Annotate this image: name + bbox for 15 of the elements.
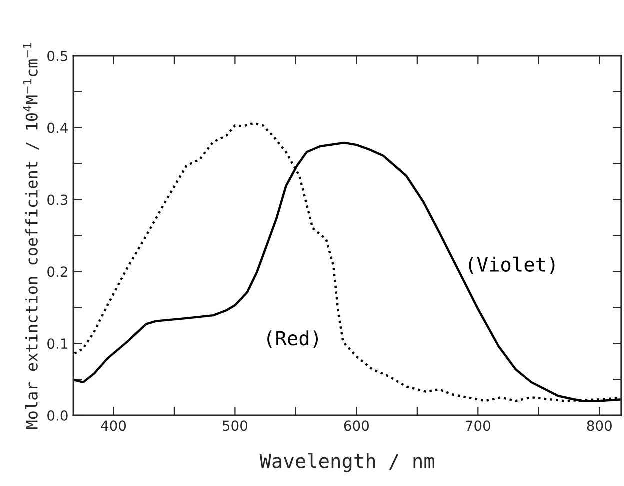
y-tick-label: 0.4 — [48, 122, 68, 134]
x-tick-label: 500 — [223, 420, 248, 432]
y-tick-label: 0.5 — [48, 50, 68, 62]
x-tick-label: 800 — [587, 420, 612, 432]
y-tick-label: 0.1 — [48, 338, 68, 350]
y-tick-label: 0.3 — [48, 194, 68, 206]
y-tick-label: 0.2 — [48, 266, 68, 278]
series-label: (Red) — [268, 330, 318, 348]
x-axis-title: Wavelength / nm — [260, 453, 434, 472]
x-tick-label: 600 — [344, 420, 370, 432]
x-tick-label: 400 — [101, 420, 126, 432]
x-tick-label: 700 — [466, 420, 490, 432]
y-tick-label: 0.0 — [48, 410, 68, 422]
y-axis-title: Molar extinction coefficient / 10$^{4}$M$^{−1}$cm$^{−1}$ — [23, 43, 40, 430]
series-label: (Violet) — [469, 256, 555, 274]
